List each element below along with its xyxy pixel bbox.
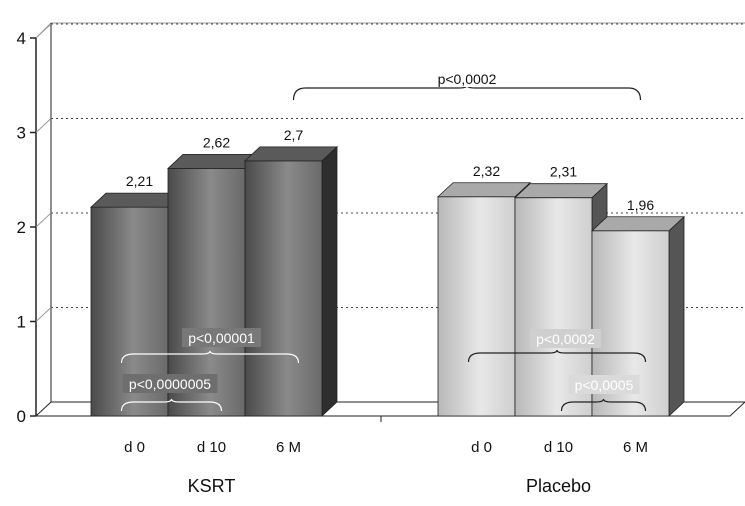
annotation-p-placebo-d0-6m: p<0,0002 bbox=[536, 331, 595, 347]
significance-annotations: p<0,0002 p<0,00001 p<0,0000005 p<0,0002 p<0,… bbox=[120, 69, 647, 412]
gridline-connector-2 bbox=[35, 212, 52, 228]
annotation-p-ksrt-vs-placebo: p<0,0002 bbox=[438, 71, 497, 87]
category-label-ksrt-d-10: d 10 bbox=[197, 439, 226, 456]
bar-side-ksrt-6-m bbox=[321, 145, 338, 417]
y-tick-label-2: 2 bbox=[17, 218, 26, 237]
bracket-ksrt-d0-vs-d10 bbox=[120, 398, 223, 412]
bar-side-placebo-6-m bbox=[668, 215, 685, 417]
gridline-connector-1 bbox=[35, 307, 52, 322]
gridline-connector-3 bbox=[35, 118, 52, 133]
category-label-ksrt-d-0: d 0 bbox=[124, 439, 145, 456]
annotation-p-ksrt-d0-6m-box bbox=[181, 328, 262, 347]
bar-top-placebo-6-m bbox=[590, 216, 686, 232]
category-label-placebo-d-0: d 0 bbox=[471, 439, 492, 456]
bar-top-placebo-d-0 bbox=[436, 182, 532, 198]
category-label-placebo-d-10: d 10 bbox=[544, 439, 573, 456]
data-label-placebo-6-m: 1,96 bbox=[627, 197, 654, 213]
annotation-p-placebo-d0-6m-box bbox=[529, 329, 602, 348]
annotation-p-ksrt-d0-6m: p<0,00001 bbox=[188, 330, 255, 346]
bar-placebo-d-0 bbox=[437, 196, 516, 417]
bracket-placebo-d10-vs-6m bbox=[560, 398, 647, 412]
bracket-ksrt6m-vs-placebo6m bbox=[292, 84, 642, 101]
bracket-placebo-d0-vs-6m bbox=[467, 349, 647, 363]
bracket-ksrt-d0-vs-6m bbox=[120, 350, 300, 364]
y-tick-label-1: 1 bbox=[17, 313, 26, 332]
data-label-placebo-d-0: 2,32 bbox=[473, 163, 500, 179]
category-label-placebo-6-m: 6 M bbox=[623, 439, 648, 456]
y-tick-label-4: 4 bbox=[17, 29, 26, 48]
annotation-p-ksrt-d0-d10: p<0,0000005 bbox=[129, 376, 211, 392]
group-labels: KSRT Placebo bbox=[188, 476, 591, 496]
data-label-ksrt-d-10: 2,62 bbox=[203, 134, 230, 150]
y-tick-label-0: 0 bbox=[17, 407, 26, 426]
data-label-placebo-d-10: 2,31 bbox=[550, 164, 577, 180]
annotation-p-placebo-d10-6m-box bbox=[568, 375, 640, 394]
annotation-p-ksrt-d0-d10-box bbox=[122, 374, 218, 393]
data-labels: 2,21 2,62 2,7 2,32 2,31 1,96 bbox=[126, 127, 654, 213]
bar-ksrt-6-m bbox=[244, 160, 323, 417]
gridline-connector-4 bbox=[35, 23, 52, 39]
y-tick-labels: 0 1 2 3 4 bbox=[17, 29, 382, 426]
data-label-ksrt-6-m: 2,7 bbox=[284, 127, 304, 143]
annotation-p-ksrt-vs-placebo-bg bbox=[432, 69, 502, 87]
group-label-ksrt: KSRT bbox=[188, 476, 236, 496]
annotation-p-placebo-d10-6m: p<0,0005 bbox=[575, 377, 634, 393]
data-label-ksrt-d-0: 2,21 bbox=[126, 173, 153, 189]
y-tick-label-3: 3 bbox=[17, 124, 26, 143]
category-label-ksrt-6-m: 6 M bbox=[276, 439, 301, 456]
category-labels: d 0 d 10 6 M d 0 d 10 6 M bbox=[124, 439, 648, 456]
bar-top-ksrt-6-m bbox=[243, 146, 339, 162]
group-label-placebo: Placebo bbox=[526, 476, 591, 496]
bar-top-placebo-d-10 bbox=[513, 183, 609, 199]
